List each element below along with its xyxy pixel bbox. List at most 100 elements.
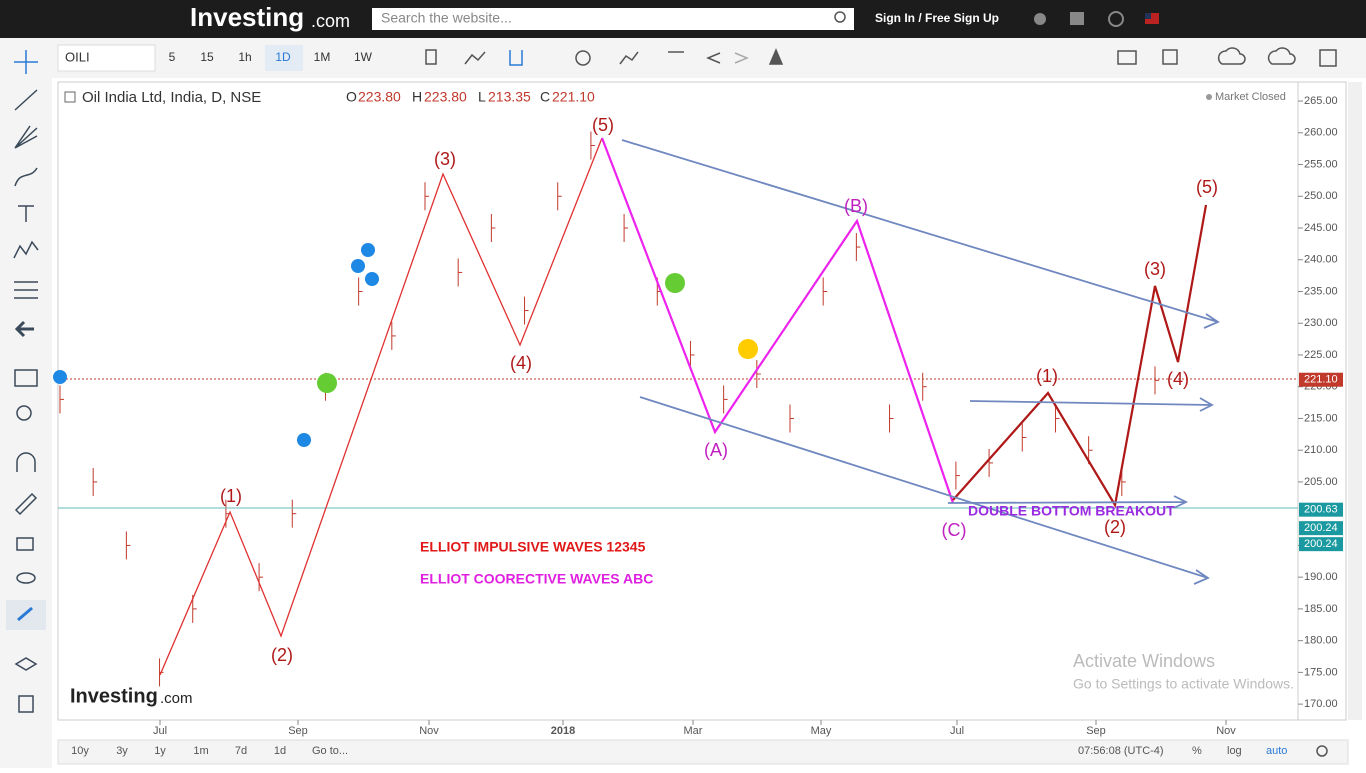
undo-icon[interactable] xyxy=(706,52,721,64)
pattern-tool[interactable] xyxy=(13,240,39,259)
zoom-tool[interactable] xyxy=(16,405,32,421)
portfolio-icon[interactable] xyxy=(1070,12,1084,25)
windows-title: Activate Windows xyxy=(1073,651,1215,671)
fullscreen-icon[interactable] xyxy=(1319,49,1337,67)
interval[interactable]: 1h xyxy=(238,50,251,64)
x-tick-label: Jul xyxy=(153,725,167,737)
magnet-tool[interactable] xyxy=(16,452,36,472)
wave-label: (5) xyxy=(1196,177,1218,197)
legend-h: 223.80 xyxy=(424,89,467,105)
range-button[interactable]: 3y xyxy=(116,745,128,757)
cloud-down-icon[interactable] xyxy=(1217,47,1246,65)
template-icon[interactable] xyxy=(1162,49,1178,65)
interval[interactable]: 15 xyxy=(200,50,214,64)
p-marker[interactable] xyxy=(53,370,67,384)
channel-top xyxy=(621,139,1220,329)
camera-icon[interactable] xyxy=(1117,50,1137,65)
p-marker[interactable] xyxy=(351,259,365,273)
link-tool[interactable] xyxy=(17,606,33,622)
clock-icon[interactable] xyxy=(1108,11,1124,27)
range-button[interactable]: 10y xyxy=(71,745,89,757)
candles-icon[interactable] xyxy=(425,49,437,65)
text-tool[interactable] xyxy=(18,205,34,222)
legend-l-label: L xyxy=(478,89,486,105)
interval[interactable]: 1D xyxy=(275,50,291,64)
redo-icon[interactable] xyxy=(734,52,749,64)
flag-icon[interactable] xyxy=(1145,13,1159,24)
auto-toggle[interactable]: auto xyxy=(1266,745,1287,757)
trend-tool[interactable] xyxy=(14,89,38,111)
y-tick-label: 240.00 xyxy=(1304,254,1338,266)
y-tick-label: 180.00 xyxy=(1304,635,1338,647)
interval[interactable]: 1W xyxy=(354,50,373,64)
y-tick-label: 205.00 xyxy=(1304,476,1338,488)
trash-tool[interactable] xyxy=(18,695,34,713)
line-icon[interactable] xyxy=(464,51,486,65)
shapes-tool[interactable] xyxy=(14,369,38,387)
range-button[interactable]: 1y xyxy=(154,745,166,757)
eye-tool[interactable] xyxy=(16,572,36,584)
bell-icon[interactable] xyxy=(1034,13,1046,25)
legend-c-label: C xyxy=(540,89,550,105)
wave-label: (B) xyxy=(844,196,868,216)
alert-icon[interactable] xyxy=(768,48,784,65)
corrective-wave xyxy=(600,137,955,504)
y-tick-label: 235.00 xyxy=(1304,285,1338,297)
bars-icon[interactable] xyxy=(509,50,523,66)
y-tick-label: 225.00 xyxy=(1304,349,1338,361)
collapse-box[interactable] xyxy=(64,91,76,103)
price-marker-label: 221.10 xyxy=(1304,374,1338,386)
range-button[interactable]: 1m xyxy=(193,745,208,757)
settings-icon[interactable] xyxy=(575,50,591,66)
crosshair-tool[interactable] xyxy=(14,50,38,74)
cloud-up-icon[interactable] xyxy=(1267,47,1296,65)
y-tick-label: 265.00 xyxy=(1304,95,1338,107)
bottom-arrow xyxy=(947,495,1189,509)
y-tick-label: 185.00 xyxy=(1304,603,1338,615)
footer-settings[interactable] xyxy=(1316,745,1328,757)
p-marker[interactable] xyxy=(297,433,311,447)
p-marker[interactable] xyxy=(361,243,375,257)
logo[interactable]: Investing xyxy=(190,2,304,32)
back-tool[interactable] xyxy=(14,320,34,338)
search-box[interactable] xyxy=(372,8,854,30)
price-marker-label: 200.63 xyxy=(1304,504,1338,516)
sign-in[interactable]: Sign In / Free Sign Up xyxy=(875,11,999,25)
brush-tool[interactable] xyxy=(14,167,38,187)
sidebar xyxy=(0,38,52,768)
drawing-tools xyxy=(6,50,46,713)
toolbar-icons xyxy=(425,47,1337,67)
y-tick-label: 230.00 xyxy=(1304,317,1338,329)
y-tick-label: 190.00 xyxy=(1304,571,1338,583)
scrollbar xyxy=(1348,82,1362,720)
p-marker[interactable] xyxy=(365,272,379,286)
range-button[interactable]: 1d xyxy=(274,745,286,757)
lock-drawing-tool[interactable] xyxy=(14,492,38,516)
wave-drawings xyxy=(58,137,1298,676)
log-toggle[interactable]: log xyxy=(1227,745,1242,757)
dividend-marker[interactable] xyxy=(665,273,685,293)
split-marker[interactable] xyxy=(738,339,758,359)
range-button[interactable]: 7d xyxy=(235,745,247,757)
prediction-tool[interactable] xyxy=(14,281,38,299)
neckline-arrow xyxy=(969,397,1214,412)
wave-label: (A) xyxy=(704,440,728,460)
interval[interactable]: 5 xyxy=(169,50,176,64)
legend-c: 221.10 xyxy=(552,89,595,105)
interval[interactable]: 1M xyxy=(314,50,331,64)
search-placeholder: Search the website... xyxy=(381,10,512,26)
y-tick-label: 255.00 xyxy=(1304,158,1338,170)
x-tick-label: Nov xyxy=(419,725,439,737)
symbol-box[interactable] xyxy=(57,44,156,72)
legend-l: 213.35 xyxy=(488,89,531,105)
dividend-marker[interactable] xyxy=(317,373,337,393)
windows-subtitle: Go to Settings to activate Windows. xyxy=(1073,676,1294,692)
wave-label: (4) xyxy=(1167,369,1189,389)
percent-toggle[interactable]: % xyxy=(1192,745,1202,757)
search-icon[interactable] xyxy=(834,11,846,23)
layers-tool[interactable] xyxy=(14,657,38,671)
indicators-icon[interactable] xyxy=(619,51,639,65)
fib-tool[interactable] xyxy=(14,125,38,149)
lock-tool[interactable] xyxy=(16,537,34,551)
goto-button[interactable]: Go to... xyxy=(312,745,348,757)
